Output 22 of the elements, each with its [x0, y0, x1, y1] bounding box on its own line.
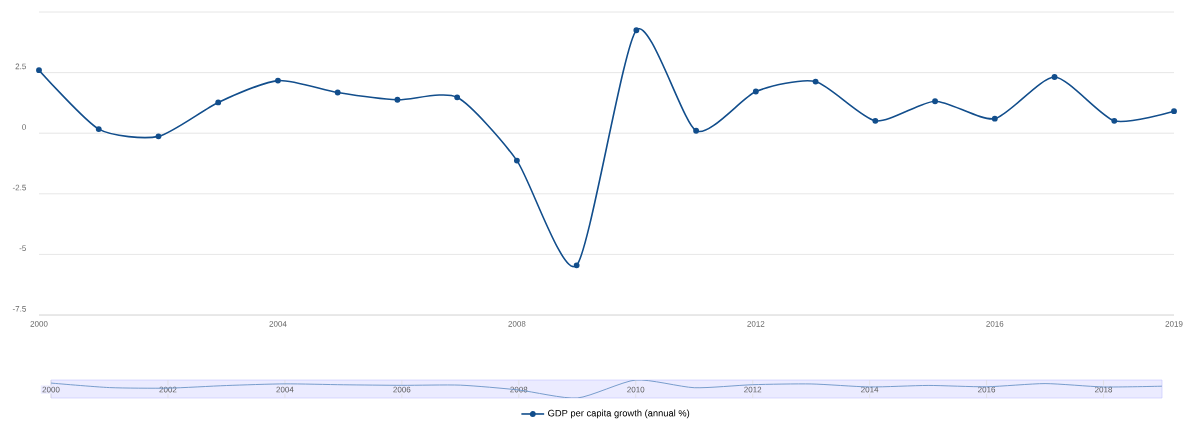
x-tick-label: 2004 [276, 386, 294, 393]
y-tick-label: 2.5 [15, 63, 26, 70]
legend-label: GDP per capita growth (annual %) [548, 409, 690, 419]
y-tick-label: -7.5 [12, 306, 26, 312]
x-tick-label: 2014 [861, 386, 879, 393]
x-tick-label: 2004 [269, 321, 287, 327]
x-tick-label: 2019 [1165, 321, 1183, 327]
x-tick-label: 2000 [30, 321, 48, 327]
x-tick-label: 2010 [627, 386, 645, 393]
x-tick-label: 2012 [744, 386, 762, 393]
x-tick-label: 2012 [747, 321, 765, 327]
x-tick-label: 2008 [510, 386, 528, 393]
x-tick-label: 2006 [393, 386, 411, 393]
x-tick-label: 2008 [508, 321, 526, 327]
y-tick-label: 0 [22, 124, 26, 130]
x-tick-label: 2000 [42, 386, 60, 393]
y-tick-label: -5 [19, 245, 26, 252]
x-tick-label: 2016 [986, 321, 1004, 327]
x-tick-label: 2016 [978, 386, 996, 393]
x-tick-label: 2018 [1095, 386, 1113, 393]
y-tick-label: -2.5 [12, 184, 26, 191]
x-tick-label: 2002 [159, 386, 177, 393]
